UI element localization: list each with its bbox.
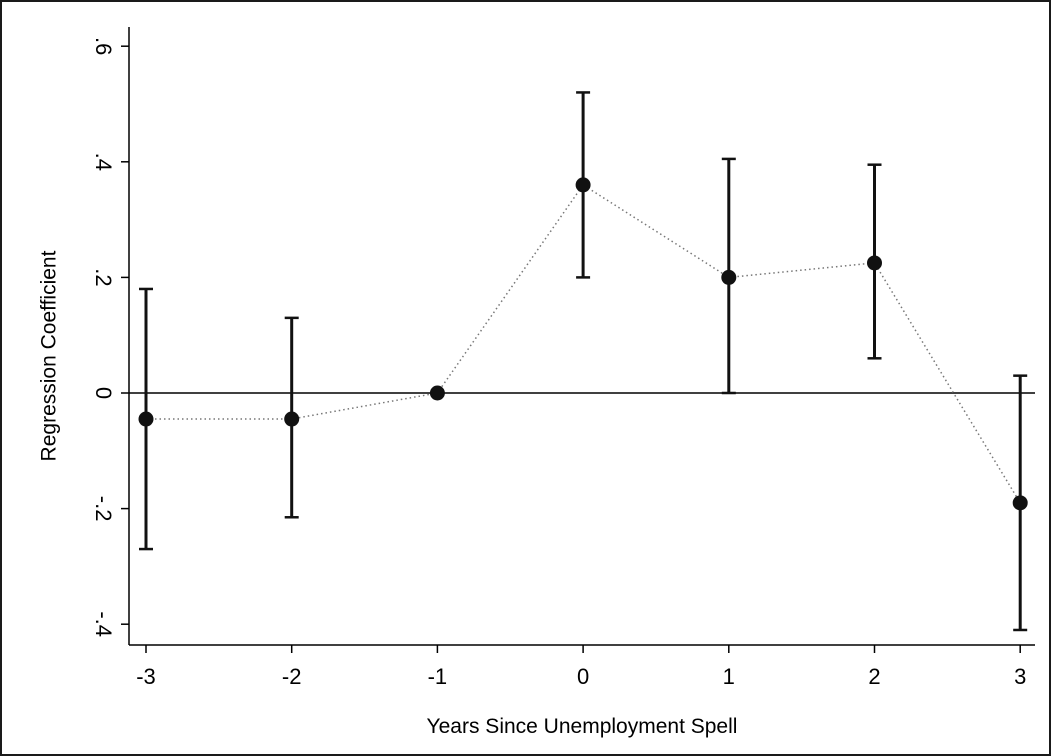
x-tick-label: -2 (282, 664, 302, 689)
data-point (138, 411, 154, 427)
x-tick-label: 0 (577, 664, 589, 689)
data-point (575, 177, 591, 193)
data-point (867, 255, 882, 271)
x-tick-label: 2 (868, 664, 880, 689)
y-tick-label: .4 (91, 153, 116, 171)
y-tick-label: 0 (91, 387, 116, 399)
data-point (1012, 495, 1028, 511)
plot-area: -.4 -.2 0 .2 .4 .6 -3 -2 -1 0 1 2 3 (91, 27, 1035, 689)
x-axis-title: Years Since Unemployment Spell (427, 715, 738, 738)
x-tick-label: -3 (136, 664, 156, 689)
y-tick-label: .6 (91, 37, 116, 55)
data-point (721, 269, 737, 285)
y-tick-label: -.2 (91, 496, 116, 522)
data-point (284, 411, 300, 427)
data-point (429, 385, 445, 401)
y-tick-label: -.4 (91, 611, 116, 637)
x-tick-label: 1 (723, 664, 735, 689)
x-tick-label: 3 (1014, 664, 1026, 689)
x-tick-label: -1 (428, 664, 448, 689)
y-tick-label: .2 (91, 268, 116, 286)
y-axis-title: Regression Coefficient (38, 250, 61, 461)
